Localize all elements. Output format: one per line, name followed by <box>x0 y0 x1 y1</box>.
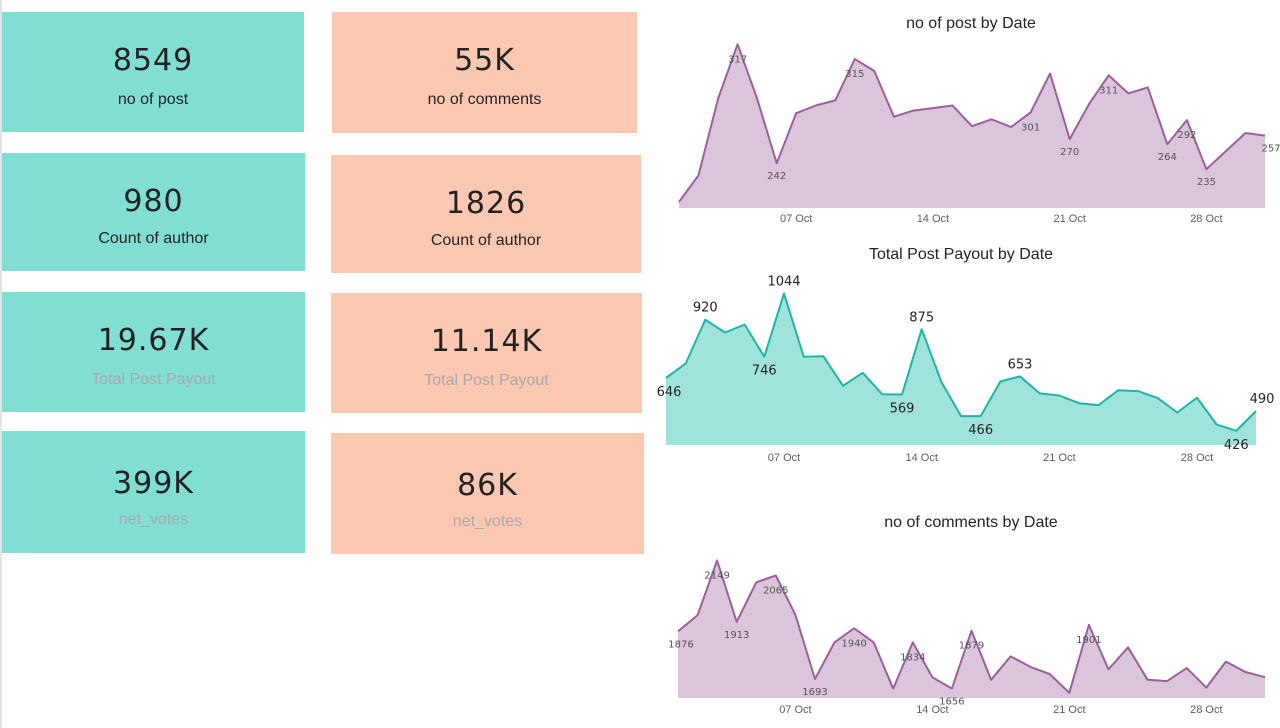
canvas-left-border <box>0 0 2 728</box>
x-tick-label: 21 Oct <box>1053 704 1085 716</box>
data-label: 426 <box>1224 438 1249 453</box>
kpi-card-count-of-author-teal[interactable]: 980 Count of author <box>2 153 305 271</box>
data-label: 1656 <box>939 697 964 708</box>
kpi-value: 1826 <box>445 186 527 221</box>
kpi-value: 55K <box>454 43 515 78</box>
data-label: 317 <box>728 54 747 65</box>
data-label: 315 <box>845 69 864 80</box>
x-tick-label: 14 Oct <box>916 704 948 716</box>
kpi-label: Count of author <box>430 232 542 249</box>
data-label: 311 <box>1099 85 1118 96</box>
chart-title: Total Post Payout by Date <box>869 246 1053 263</box>
x-tick-label: 28 Oct <box>1190 213 1222 225</box>
posts-by-date-chart[interactable]: no of post by Date 317 242 315 301 270 311 264… <box>678 15 1280 225</box>
data-label: 264 <box>1158 152 1177 163</box>
data-label: 1834 <box>900 652 925 663</box>
kpi-value: 8549 <box>112 43 194 78</box>
data-label: 242 <box>767 171 786 182</box>
data-label: 1044 <box>767 274 800 289</box>
data-label: 466 <box>968 423 993 438</box>
data-label: 875 <box>909 310 934 325</box>
kpi-value: 980 <box>123 184 184 219</box>
data-label: 1876 <box>668 639 693 650</box>
kpi-label: no of comments <box>427 91 542 108</box>
kpi-value: 11.14K <box>430 324 543 359</box>
data-label: 1901 <box>1076 635 1101 646</box>
x-tick-label: 07 Oct <box>780 213 812 225</box>
chart-title: no of comments by Date <box>884 514 1058 531</box>
data-label: 746 <box>752 364 777 379</box>
x-tick-label: 07 Oct <box>768 452 800 464</box>
x-tick-label: 28 Oct <box>1190 704 1222 716</box>
chart-title: no of post by Date <box>906 15 1036 32</box>
data-label: 920 <box>693 301 718 316</box>
kpi-label: Count of author <box>98 230 209 247</box>
kpi-card-net-votes-teal[interactable]: 399K net_votes <box>2 431 305 553</box>
data-label: 2065 <box>763 586 788 597</box>
x-tick-label: 21 Oct <box>1053 213 1085 225</box>
data-label: 1913 <box>724 630 749 641</box>
kpi-value: 399K <box>113 466 194 501</box>
data-label: 2149 <box>704 571 729 582</box>
kpi-card-count-of-author-peach[interactable]: 1826 Count of author <box>331 155 641 273</box>
kpi-value: 19.67K <box>97 323 210 358</box>
x-tick-label: 14 Oct <box>917 213 949 225</box>
kpi-label: Total Post Payout <box>424 372 549 389</box>
posts-series-line <box>678 43 1266 203</box>
x-tick-label: 07 Oct <box>779 704 811 716</box>
data-label: 270 <box>1060 147 1079 158</box>
kpi-card-total-post-payout-peach[interactable]: 11.14K Total Post Payout <box>331 293 642 413</box>
data-label: 1693 <box>802 687 827 698</box>
kpi-value: 86K <box>457 468 518 503</box>
kpi-card-no-of-comments[interactable]: 55K no of comments <box>332 12 637 133</box>
x-tick-label: 14 Oct <box>905 452 937 464</box>
comments-area-fill <box>678 560 1265 698</box>
data-label: 301 <box>1021 122 1040 133</box>
data-label: 257 <box>1261 144 1280 155</box>
comments-series-line <box>677 559 1266 694</box>
data-label: 653 <box>1008 357 1033 372</box>
x-tick-label: 21 Oct <box>1043 452 1075 464</box>
kpi-card-net-votes-peach[interactable]: 86K net_votes <box>331 433 644 554</box>
data-label: 490 <box>1250 392 1275 407</box>
kpi-label: no of post <box>117 91 189 108</box>
data-label: 235 <box>1197 177 1216 188</box>
comments-by-date-chart[interactable]: no of comments by Date 1876 2149 1913 2065 1… <box>668 514 1266 716</box>
payout-area-fill <box>666 293 1256 445</box>
kpi-card-no-of-post[interactable]: 8549 no of post <box>2 12 304 132</box>
data-label: 569 <box>890 402 915 417</box>
kpi-label: net_votes <box>118 511 189 528</box>
payout-by-date-chart[interactable]: Total Post Payout by Date 646 920 746 1044 5… <box>657 246 1275 464</box>
data-label: 646 <box>657 385 682 400</box>
data-label: 1940 <box>841 638 866 649</box>
x-tick-label: 28 Oct <box>1181 452 1213 464</box>
payout-series-line <box>665 292 1257 432</box>
kpi-card-total-post-payout-teal[interactable]: 19.67K Total Post Payout <box>2 292 305 412</box>
kpi-label: Total Post Payout <box>91 371 216 388</box>
data-label: 1879 <box>959 641 984 652</box>
data-label: 292 <box>1177 130 1196 141</box>
kpi-label: net_votes <box>452 513 523 530</box>
